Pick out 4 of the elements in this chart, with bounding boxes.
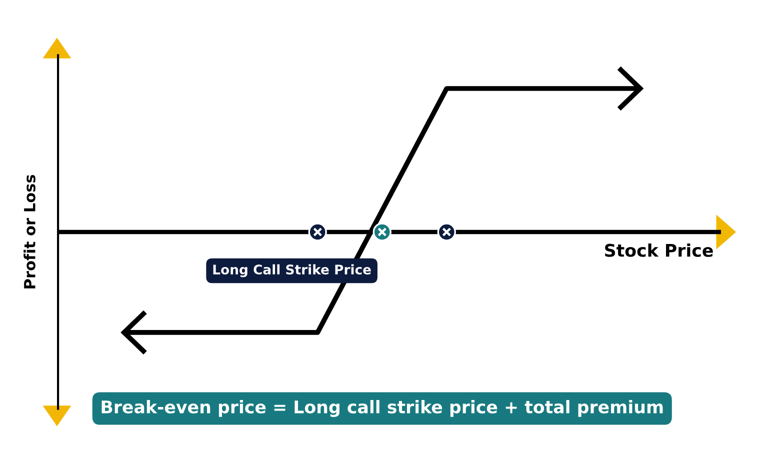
text: Break-even price = Long call strike price + total premium — [102, 400, 663, 417]
x-axis-title: Stock Price — [605, 243, 713, 257]
y-axis-title: Profit or Loss — [24, 174, 36, 288]
annotation: Long Call Strike Price — [213, 264, 371, 278]
